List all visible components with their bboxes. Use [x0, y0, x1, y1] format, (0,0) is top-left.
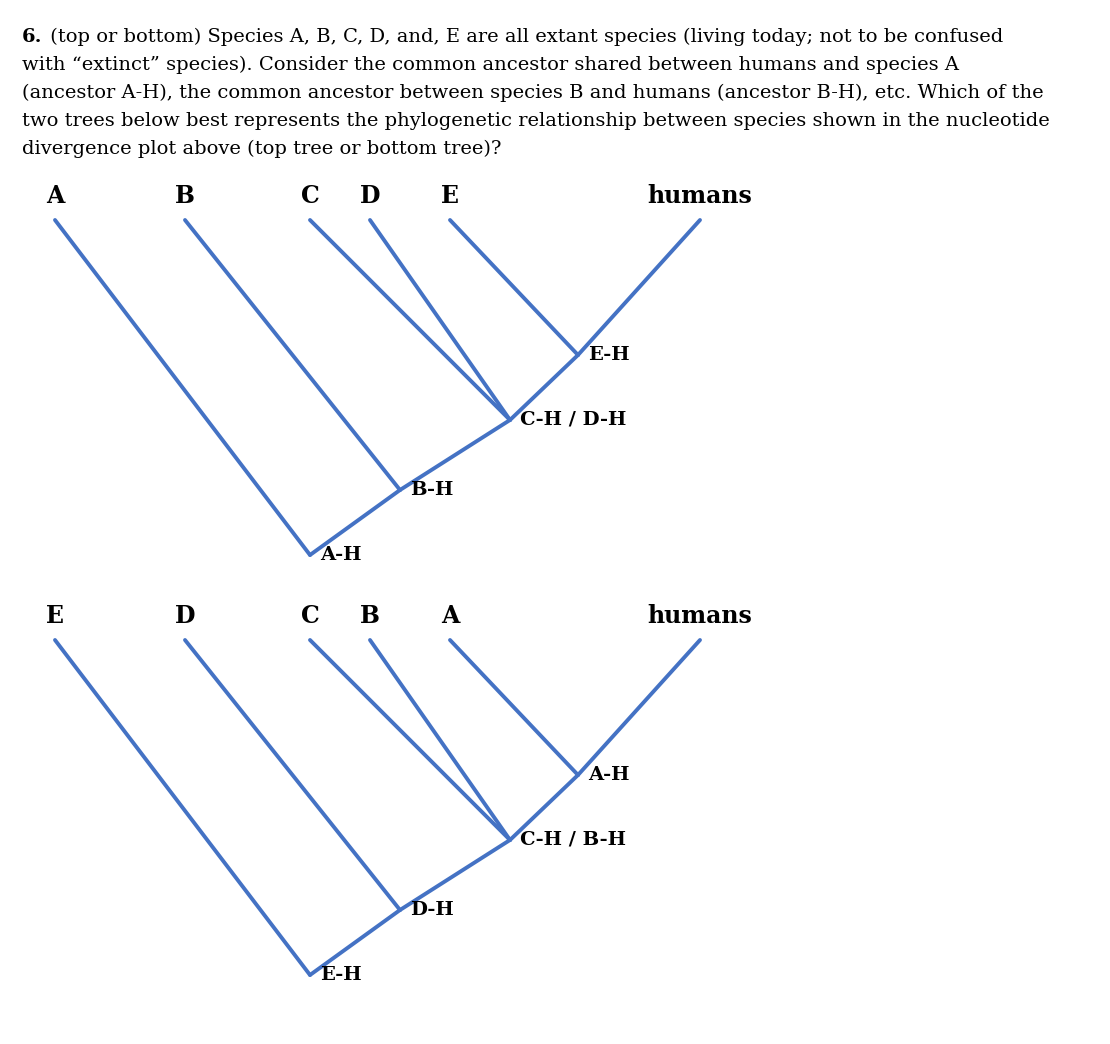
Text: C: C: [301, 604, 320, 628]
Text: humans: humans: [647, 604, 753, 628]
Text: (ancestor A-H), the common ancestor between species B and humans (ancestor B-H),: (ancestor A-H), the common ancestor betw…: [22, 84, 1043, 102]
Text: B: B: [175, 184, 195, 208]
Text: D: D: [174, 604, 195, 628]
Text: E: E: [441, 184, 460, 208]
Text: C-H / B-H: C-H / B-H: [519, 831, 626, 849]
Text: D-H: D-H: [410, 901, 454, 919]
Text: E-H: E-H: [588, 346, 629, 364]
Text: C-H / D-H: C-H / D-H: [519, 411, 626, 429]
Text: humans: humans: [647, 184, 753, 208]
Text: E-H: E-H: [320, 966, 362, 984]
Text: 6.: 6.: [22, 28, 42, 46]
Text: D: D: [360, 184, 381, 208]
Text: two trees below best represents the phylogenetic relationship between species sh: two trees below best represents the phyl…: [22, 112, 1050, 130]
Text: B-H: B-H: [410, 481, 453, 499]
Text: C: C: [301, 184, 320, 208]
Text: A: A: [46, 184, 64, 208]
Text: E: E: [46, 604, 64, 628]
Text: (top or bottom) Species A, B, C, D, and, E are all extant species (living today;: (top or bottom) Species A, B, C, D, and,…: [44, 28, 1003, 46]
Text: with “extinct” species). Consider the common ancestor shared between humans and : with “extinct” species). Consider the co…: [22, 56, 959, 74]
Text: A-H: A-H: [588, 766, 629, 784]
Text: A-H: A-H: [320, 546, 362, 564]
Text: B: B: [360, 604, 380, 628]
Text: A: A: [441, 604, 460, 628]
Text: divergence plot above (top tree or bottom tree)?: divergence plot above (top tree or botto…: [22, 140, 502, 159]
